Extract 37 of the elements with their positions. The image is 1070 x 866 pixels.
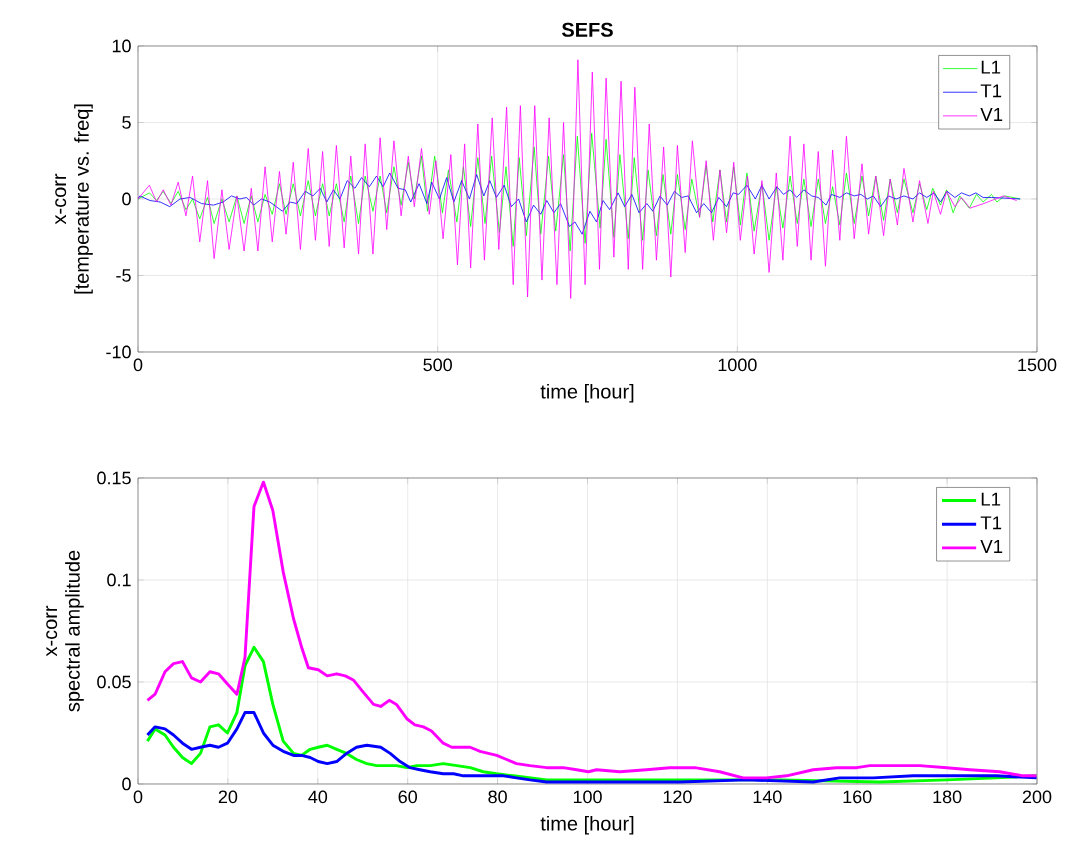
x-tick-label: 1500 xyxy=(1018,358,1057,372)
x-tick-label: 1000 xyxy=(718,358,757,372)
x-tick-label: 140 xyxy=(753,790,782,804)
x-tick-label: 200 xyxy=(1022,790,1052,804)
y-tick-label: 0.1 xyxy=(107,573,131,587)
legend-label: L1 xyxy=(981,60,1001,74)
x-tick-label: 60 xyxy=(398,790,418,804)
x-tick-label: 20 xyxy=(218,790,238,804)
x-tick-label: 160 xyxy=(843,790,872,804)
x-axis-title: time [hour] xyxy=(540,815,634,835)
x-tick-label: 0 xyxy=(133,358,143,372)
x-tick-label: 80 xyxy=(488,790,507,804)
y-tick-label: 10 xyxy=(112,39,131,53)
x-tick-label: 40 xyxy=(308,790,328,804)
y-tick-label: 0 xyxy=(122,777,131,791)
y-tick-label: 5 xyxy=(122,116,131,129)
y-tick-label: 0.15 xyxy=(97,471,131,485)
legend-label: T1 xyxy=(980,84,1002,98)
y-tick-label: -10 xyxy=(106,345,131,359)
legend-label: T1 xyxy=(980,516,1002,530)
y-tick-label: -5 xyxy=(116,269,131,282)
legend-label: V1 xyxy=(980,108,1003,121)
x-tick-label: 500 xyxy=(423,358,452,372)
line-series xyxy=(138,172,1021,235)
line-series xyxy=(138,59,1018,299)
y-axis-title: x-corr spectral amplitude xyxy=(46,550,84,712)
x-axis-title: time [hour] xyxy=(540,383,634,403)
x-tick-label: 120 xyxy=(663,790,692,804)
y-tick-label: 0.05 xyxy=(97,675,131,689)
chart-title: SEFS xyxy=(561,22,613,37)
x-tick-label: 0 xyxy=(133,790,143,804)
y-axis-title: x-corr [temperature vs. freq] xyxy=(55,104,93,294)
legend-label: V1 xyxy=(980,540,1003,553)
x-tick-label: 180 xyxy=(933,790,962,804)
legend-label: L1 xyxy=(981,492,1001,506)
x-tick-label: 100 xyxy=(573,790,602,804)
y-tick-label: 0 xyxy=(122,192,131,206)
